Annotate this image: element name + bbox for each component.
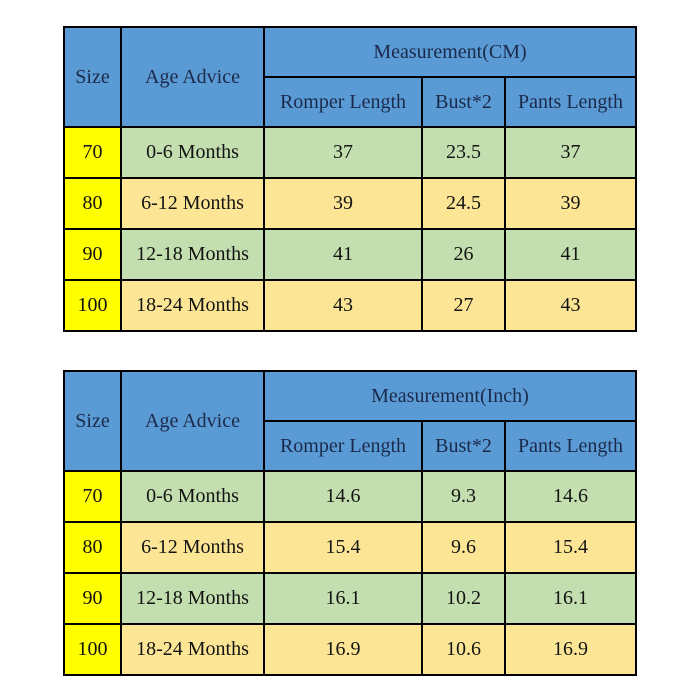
table-row: 90 12-18 Months 16.1 10.2 16.1 [63, 572, 638, 625]
header-bust: Bust*2 [421, 420, 506, 472]
size-cell: 90 [63, 572, 122, 625]
size-chart-page: Size Age Advice Measurement(CM) Romper L… [63, 26, 638, 676]
romper-length-cell: 41 [263, 228, 423, 281]
header-romper-length: Romper Length [263, 76, 423, 128]
table-row: 70 0-6 Months 14.6 9.3 14.6 [63, 470, 638, 523]
header-bust: Bust*2 [421, 76, 506, 128]
size-cell: 80 [63, 177, 122, 230]
age-cell: 6-12 Months [120, 177, 265, 230]
size-cell: 70 [63, 126, 122, 179]
size-cell: 100 [63, 623, 122, 676]
bust-cell: 27 [421, 279, 506, 332]
romper-length-cell: 16.1 [263, 572, 423, 625]
header-size: Size [63, 370, 122, 472]
bust-cell: 26 [421, 228, 506, 281]
header-measurement-inch: Measurement(Inch) [262, 370, 638, 422]
table-row: 80 6-12 Months 15.4 9.6 15.4 [63, 521, 638, 574]
size-cell: 100 [63, 279, 122, 332]
header-pants-length: Pants Length [504, 76, 637, 128]
header-romper-length: Romper Length [263, 420, 423, 472]
size-cell: 70 [63, 470, 122, 523]
header-age-advice: Age Advice [120, 26, 265, 128]
table-row: 100 18-24 Months 16.9 10.6 16.9 [63, 623, 638, 676]
size-cell: 80 [63, 521, 122, 574]
header-size: Size [63, 26, 122, 128]
bust-cell: 9.6 [421, 521, 506, 574]
pants-length-cell: 41 [504, 228, 637, 281]
bust-cell: 23.5 [421, 126, 506, 179]
romper-length-cell: 39 [263, 177, 423, 230]
age-cell: 12-18 Months [120, 572, 265, 625]
romper-length-cell: 43 [263, 279, 423, 332]
table-row: 90 12-18 Months 41 26 41 [63, 228, 637, 281]
table-row: 100 18-24 Months 43 27 43 [63, 279, 637, 332]
age-cell: 6-12 Months [120, 521, 265, 574]
size-cell: 90 [63, 228, 122, 281]
header-measurement-cm: Measurement(CM) [263, 26, 637, 78]
table-row: 80 6-12 Months 39 24.5 39 [63, 177, 637, 230]
header-row-sub: Romper Length Bust*2 Pants Length [64, 420, 638, 472]
size-chart-inch-table: Size Age Advice Measurement(Inch) Romper… [63, 370, 638, 676]
header-row-sub: Romper Length Bust*2 Pants Length [64, 76, 637, 128]
header-row-top: Size Age Advice Measurement(Inch) [63, 370, 638, 472]
bust-cell: 9.3 [421, 470, 506, 523]
pants-length-cell: 16.9 [503, 623, 638, 676]
romper-length-cell: 37 [263, 126, 423, 179]
table-row: 70 0-6 Months 37 23.5 37 [63, 126, 637, 179]
romper-length-cell: 14.6 [263, 470, 423, 523]
pants-length-cell: 43 [504, 279, 637, 332]
age-cell: 18-24 Months [120, 279, 265, 332]
pants-length-cell: 16.1 [503, 572, 638, 625]
pants-length-cell: 14.6 [503, 470, 638, 523]
header-pants-length: Pants Length [503, 420, 638, 472]
bust-cell: 10.2 [421, 572, 506, 625]
romper-length-cell: 16.9 [263, 623, 423, 676]
age-cell: 0-6 Months [120, 470, 265, 523]
age-cell: 12-18 Months [120, 228, 265, 281]
pants-length-cell: 15.4 [503, 521, 638, 574]
size-chart-cm-table: Size Age Advice Measurement(CM) Romper L… [63, 26, 637, 332]
bust-cell: 10.6 [421, 623, 506, 676]
bust-cell: 24.5 [421, 177, 506, 230]
age-cell: 18-24 Months [120, 623, 265, 676]
age-cell: 0-6 Months [120, 126, 265, 179]
pants-length-cell: 39 [504, 177, 637, 230]
pants-length-cell: 37 [504, 126, 637, 179]
header-age-advice: Age Advice [120, 370, 265, 472]
romper-length-cell: 15.4 [263, 521, 423, 574]
header-row-top: Size Age Advice Measurement(CM) [63, 26, 637, 128]
